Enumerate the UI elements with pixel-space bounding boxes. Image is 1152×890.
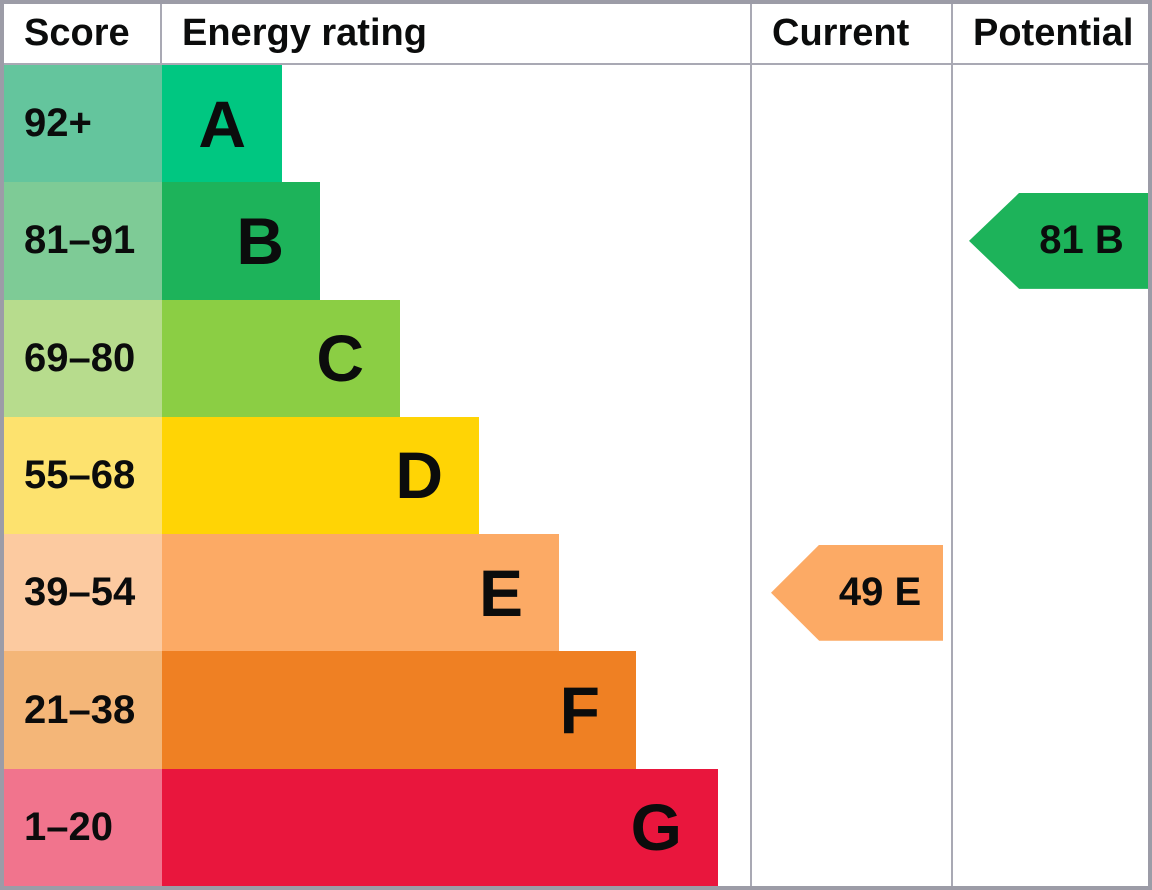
score-range-c: 69–80 bbox=[4, 299, 162, 417]
band-bar-f: F bbox=[162, 651, 636, 769]
epc-bands: 92+ A 81–91 B 69–80 C 55–68 D 39–54 E 21–38 F 1–20 G … bbox=[4, 65, 1148, 886]
header-current: Current bbox=[752, 4, 953, 63]
band-bar-c: C bbox=[162, 299, 400, 417]
score-range-f: 21–38 bbox=[4, 651, 162, 769]
band-bar-a: A bbox=[162, 65, 282, 183]
column-divider-potential bbox=[951, 65, 953, 886]
header-energy-rating: Energy rating bbox=[162, 4, 752, 63]
band-row-f: 21–38 F bbox=[4, 651, 1148, 769]
band-row-e: 39–54 E bbox=[4, 534, 1148, 652]
score-range-b: 81–91 bbox=[4, 182, 162, 300]
score-range-a: 92+ bbox=[4, 65, 162, 183]
potential-rating-label: 81 B bbox=[1039, 218, 1124, 263]
score-range-g: 1–20 bbox=[4, 768, 162, 886]
current-rating-label: 49 E bbox=[838, 570, 922, 615]
band-bar-e: E bbox=[162, 534, 559, 652]
band-bar-d: D bbox=[162, 416, 479, 535]
band-row-c: 69–80 C bbox=[4, 299, 1148, 417]
band-bar-b: B bbox=[162, 182, 320, 300]
score-range-d: 55–68 bbox=[4, 416, 162, 535]
score-range-e: 39–54 bbox=[4, 534, 162, 652]
band-bar-g: G bbox=[162, 768, 718, 886]
header-potential: Potential bbox=[973, 12, 1134, 54]
band-row-a: 92+ A bbox=[4, 65, 1148, 183]
column-divider-current bbox=[750, 65, 752, 886]
header-score: Score bbox=[4, 4, 162, 63]
band-row-b: 81–91 B bbox=[4, 182, 1148, 300]
band-row-d: 55–68 D bbox=[4, 416, 1148, 535]
band-row-g: 1–20 G bbox=[4, 768, 1148, 886]
epc-header-row: Score Energy rating Current Potential bbox=[4, 4, 1148, 65]
